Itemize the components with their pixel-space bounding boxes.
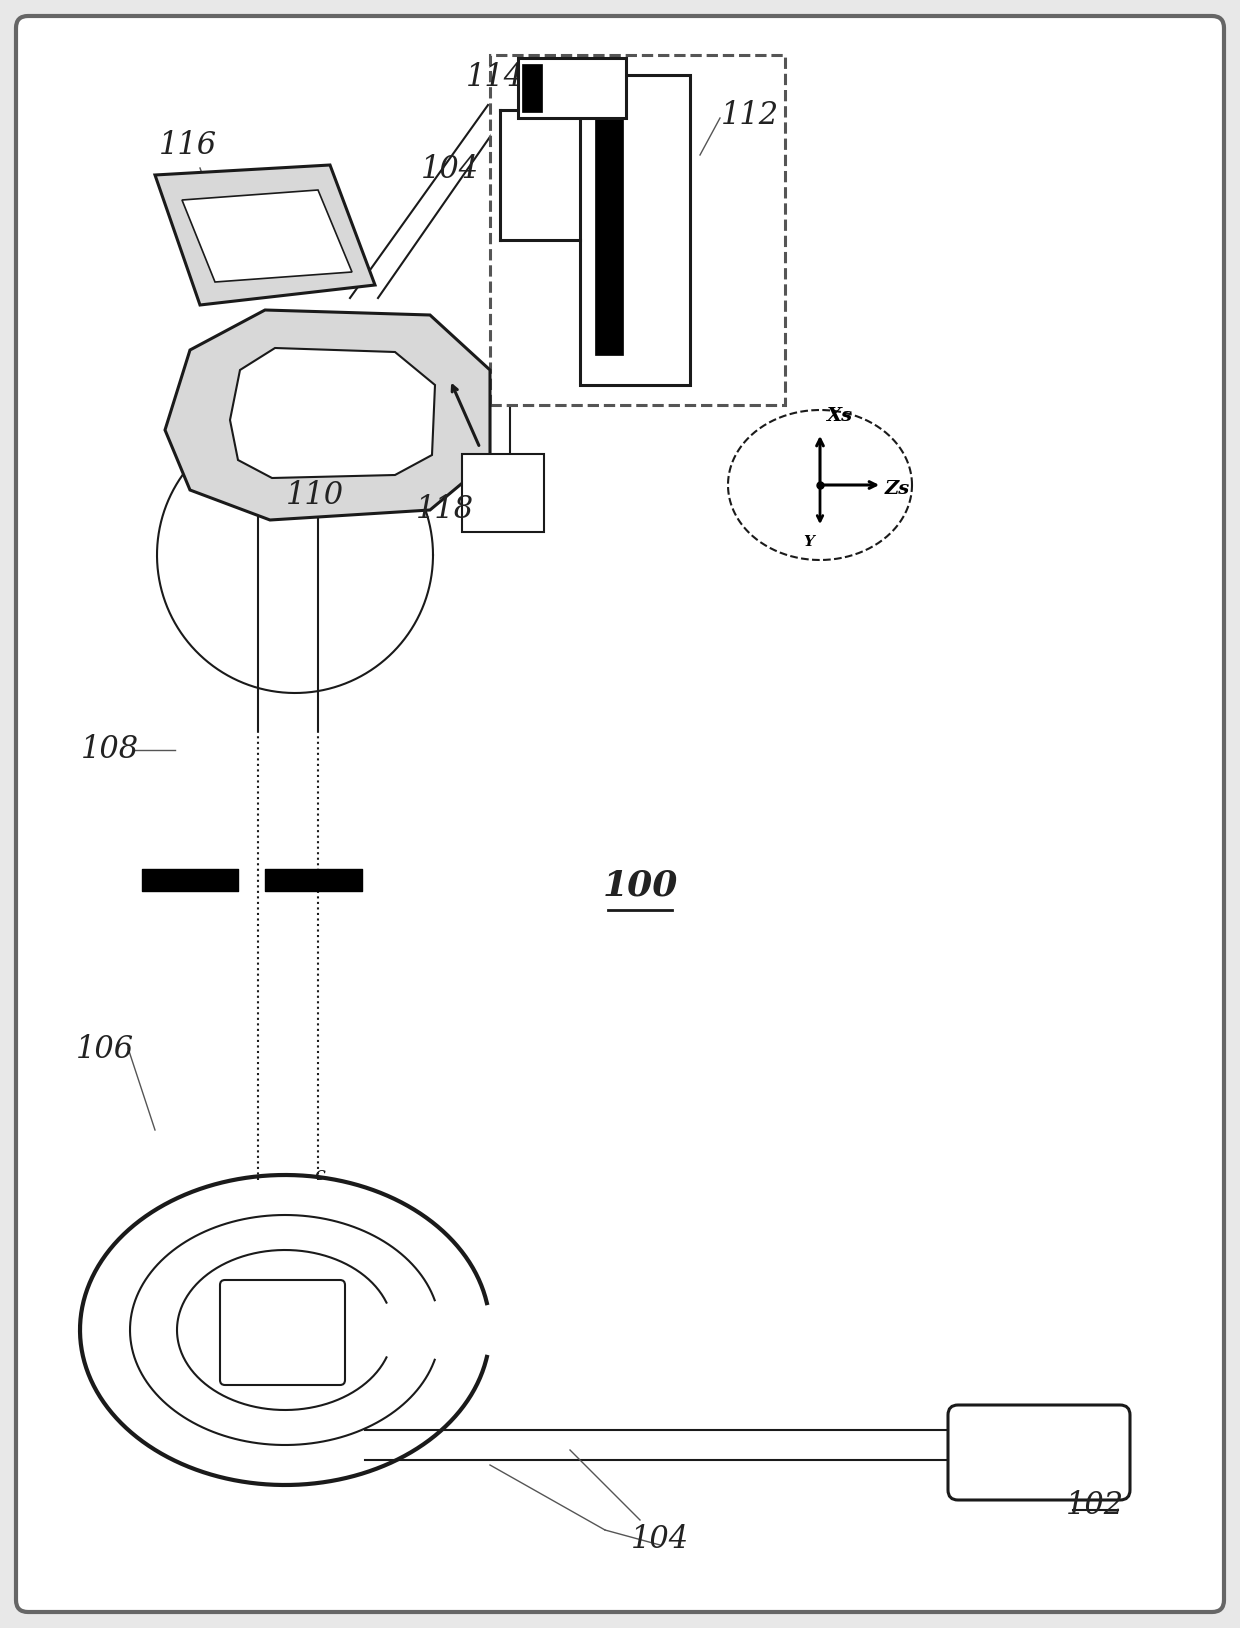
- Text: c: c: [315, 1166, 325, 1184]
- FancyBboxPatch shape: [219, 1280, 345, 1385]
- Text: 118: 118: [415, 495, 474, 526]
- Text: Y: Y: [804, 536, 813, 549]
- Polygon shape: [155, 164, 374, 304]
- Polygon shape: [182, 190, 352, 282]
- Text: 110: 110: [286, 480, 343, 511]
- Bar: [580, 75, 689, 384]
- Text: 112: 112: [720, 99, 779, 130]
- Text: 102: 102: [1066, 1490, 1125, 1521]
- Text: 114: 114: [466, 62, 525, 93]
- Polygon shape: [165, 309, 490, 519]
- Text: 104: 104: [420, 155, 479, 186]
- Bar: [463, 454, 544, 532]
- Text: 106: 106: [76, 1034, 134, 1065]
- Text: Zs: Zs: [885, 480, 910, 498]
- Text: Xs: Xs: [826, 407, 852, 425]
- Text: 116: 116: [159, 130, 217, 161]
- Bar: [518, 59, 626, 117]
- FancyBboxPatch shape: [949, 1405, 1130, 1499]
- Bar: [490, 55, 785, 405]
- FancyBboxPatch shape: [16, 16, 1224, 1612]
- Text: 100: 100: [603, 868, 678, 902]
- Text: 104: 104: [631, 1524, 689, 1555]
- Bar: [522, 63, 542, 112]
- Text: 108: 108: [81, 734, 139, 765]
- Bar: [595, 116, 622, 355]
- Polygon shape: [229, 348, 435, 479]
